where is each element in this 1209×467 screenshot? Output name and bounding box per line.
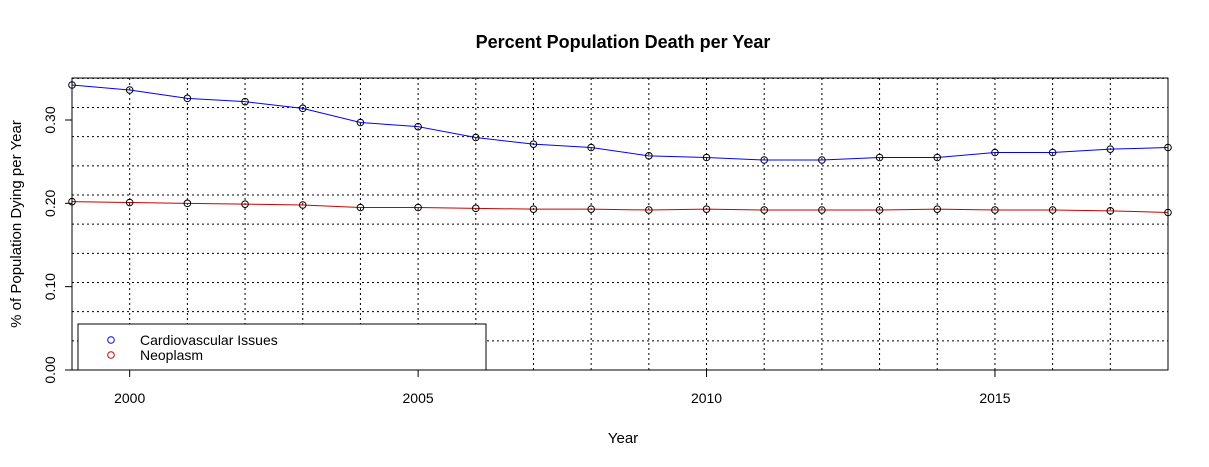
grid-lines: [71, 77, 1169, 370]
data-point: [414, 122, 422, 131]
y-tick-label: 0.10: [42, 273, 58, 300]
data-point: [760, 206, 769, 214]
legend-marker: [107, 336, 115, 344]
data-point: [529, 140, 538, 148]
data-point: [356, 118, 365, 127]
series-layer: [68, 81, 1172, 217]
data-point: [1106, 145, 1115, 153]
data-point: [991, 148, 999, 157]
data-point: [760, 156, 769, 164]
data-point: [875, 206, 884, 214]
data-point: [818, 206, 826, 214]
data-point: [125, 86, 134, 94]
data-point: [241, 200, 249, 208]
data-point: [587, 205, 595, 213]
data-point: [183, 199, 192, 208]
data-point: [529, 205, 538, 213]
legend-marker: [107, 351, 115, 359]
y-axis-label: % of Population Dying per Year: [8, 120, 25, 328]
series-cardiovascular-issues: [68, 81, 1172, 164]
y-tick-label: 0.00: [42, 356, 58, 383]
data-point: [933, 205, 942, 213]
x-axis: 2000 2005 2010 2015: [114, 370, 1011, 406]
data-point: [183, 94, 192, 103]
x-tick-label: 2005: [403, 390, 434, 406]
data-point: [587, 143, 595, 152]
x-tick-label: 2010: [691, 390, 722, 406]
data-point: [298, 201, 307, 209]
data-point: [645, 206, 653, 214]
data-point: [471, 133, 480, 142]
data-point: [645, 152, 653, 160]
data-point: [702, 205, 711, 213]
data-point: [125, 198, 134, 207]
legend-label: Neoplasm: [140, 347, 203, 363]
data-point: [1048, 206, 1057, 214]
data-point: [414, 203, 422, 212]
data-point: [991, 206, 999, 214]
series-neoplasm: [68, 197, 1172, 217]
series-line: [71, 84, 1169, 161]
data-point: [933, 153, 942, 162]
chart-title: Percent Population Death per Year: [476, 32, 771, 52]
series-line: [71, 201, 1169, 213]
x-tick-label: 2015: [979, 390, 1010, 406]
data-point: [298, 104, 307, 113]
data-point: [702, 153, 711, 162]
data-point: [471, 204, 480, 213]
y-tick-label: 0.20: [42, 189, 58, 216]
data-point: [1106, 207, 1115, 215]
legend-box: [77, 323, 487, 371]
data-point: [356, 203, 365, 212]
y-axis: 0.00 0.10 0.20 0.30: [42, 106, 72, 384]
x-axis-label: Year: [608, 430, 638, 447]
data-point: [875, 153, 884, 162]
y-tick-label: 0.30: [42, 106, 58, 133]
plot-frame: [71, 77, 1169, 371]
x-tick-label: 2000: [114, 390, 145, 406]
legend-label: Cardiovascular Issues: [140, 332, 278, 348]
data-point: [241, 97, 249, 106]
data-point: [818, 156, 826, 164]
data-point: [1048, 148, 1057, 157]
